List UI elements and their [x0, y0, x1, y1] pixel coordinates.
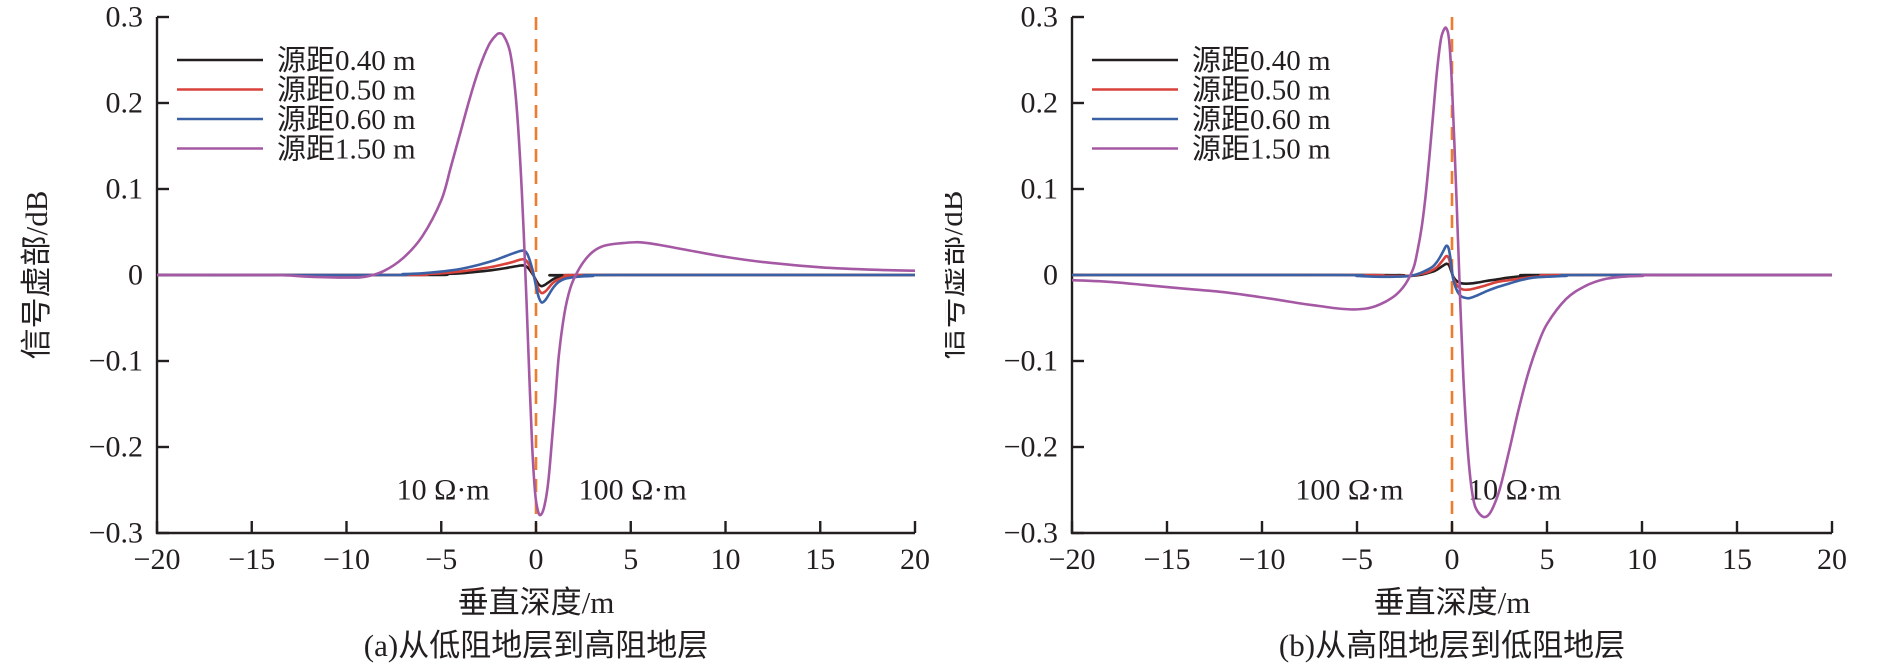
series-line-源距0.40m	[156, 264, 916, 288]
x-tick-label: 15	[805, 543, 835, 576]
y-tick-label: −0.1	[1004, 345, 1058, 378]
y-tick-label: 0.3	[1021, 1, 1059, 34]
series-line-源距0.50m	[156, 257, 916, 295]
y-tick-label: 0.2	[106, 87, 144, 120]
x-tick-label: 10	[1627, 543, 1657, 576]
y-tick-label: −0.2	[1004, 431, 1058, 464]
chart-panel-b: 0.3 0.2 0.1 0 −0.1 −0.2 −0.3−20 −15 −10 −5 0 5 10 15 2…	[945, 1, 1847, 664]
resistivity-annotation: 10 Ω·m	[397, 474, 490, 507]
y-tick-label: 0.2	[1021, 87, 1059, 120]
legend-label: 源距1.50 m	[1192, 133, 1331, 166]
legend-label: 源距0.50 m	[1192, 74, 1331, 107]
x-tick-label: 20	[1817, 543, 1847, 576]
legend-label: 源距0.60 m	[277, 103, 416, 136]
legend-label: 源距0.40 m	[277, 44, 416, 77]
series-line-源距1.50m	[1071, 26, 1833, 519]
legend-label: 源距0.40 m	[1192, 44, 1331, 77]
panel-caption: (b)从高阻地层到低阻地层	[1279, 628, 1625, 663]
x-tick-label: 5	[1540, 543, 1555, 576]
x-tick-label: 0	[1445, 543, 1460, 576]
x-axis-label: 垂直深度/m	[1374, 585, 1531, 620]
y-axis-label: 信号虚部/dB	[19, 191, 54, 360]
x-tick-label: −5	[1341, 543, 1373, 576]
chart-panel-a: 0.3 0.2 0.1 0 −0.1 −0.2 −0.3−20 −15 −10 −5 0 5 10 15 2…	[19, 1, 930, 664]
x-tick-label: −10	[323, 543, 370, 576]
x-tick-label: 5	[623, 543, 638, 576]
x-tick-label: 10	[711, 543, 741, 576]
x-tick-label: −20	[134, 543, 181, 576]
y-tick-label: −0.1	[89, 345, 143, 378]
y-tick-label: 0.1	[106, 173, 144, 206]
x-tick-label: −5	[425, 543, 457, 576]
series-line-源距1.50m	[156, 31, 916, 517]
y-axis-label: 信号虚部/dB	[945, 191, 969, 360]
series-line-源距0.60m	[156, 249, 916, 304]
x-tick-label: −15	[228, 543, 275, 576]
x-tick-label: 15	[1722, 543, 1752, 576]
x-tick-label: 0	[529, 543, 544, 576]
y-tick-label: −0.3	[1004, 517, 1058, 550]
y-tick-label: 0	[128, 259, 143, 292]
resistivity-annotation: 10 Ω·m	[1468, 474, 1561, 507]
y-tick-label: 0.1	[1021, 173, 1059, 206]
y-tick-label: 0	[1043, 259, 1058, 292]
x-tick-label: −10	[1239, 543, 1286, 576]
legend-label: 源距0.50 m	[277, 74, 416, 107]
resistivity-annotation: 100 Ω·m	[1295, 474, 1403, 507]
x-tick-label: 20	[900, 543, 930, 576]
x-tick-label: −15	[1144, 543, 1191, 576]
panel-caption: (a)从低阻地层到高阻地层	[364, 628, 708, 663]
y-tick-label: −0.2	[89, 431, 143, 464]
legend-label: 源距1.50 m	[277, 133, 416, 166]
x-tick-label: −20	[1049, 543, 1096, 576]
x-axis-label: 垂直深度/m	[458, 585, 615, 620]
legend-label: 源距0.60 m	[1192, 103, 1331, 136]
y-tick-label: −0.3	[89, 517, 143, 550]
resistivity-annotation: 100 Ω·m	[579, 474, 687, 507]
y-tick-label: 0.3	[106, 1, 144, 34]
series-line-源距0.60m	[1071, 244, 1833, 300]
